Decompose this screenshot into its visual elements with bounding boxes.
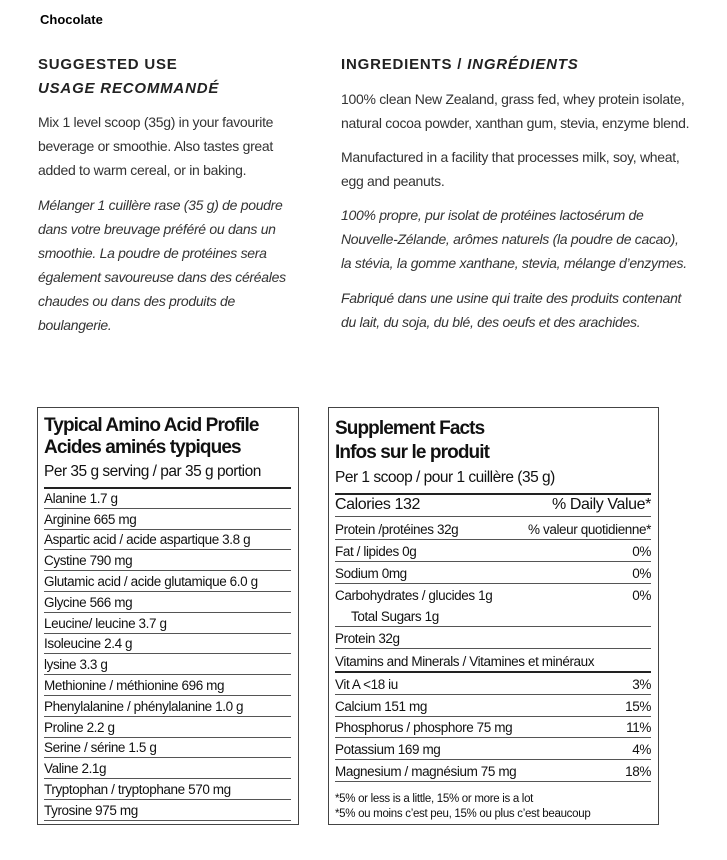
nutrient: Phosphorus / phosphore 75 mg — [335, 720, 513, 736]
footnote: *5% ou moins c’est peu, 15% ou plus c’es… — [335, 808, 591, 820]
amino-table: Typical Amino Acid Profile Acides aminés… — [37, 407, 299, 825]
ingredients-heading-en: INGREDIENTS / — [341, 56, 463, 73]
amino-row: Isoleucine 2.4 g — [44, 634, 291, 655]
supplement-row: Protein 32g — [335, 627, 651, 649]
daily-value: 0% — [632, 565, 651, 581]
supplement-row: Sodium 0mg 0% — [335, 562, 651, 584]
facility-text: Manufactured in a facility that processe… — [341, 149, 680, 189]
supplement-title: Supplement Facts — [335, 418, 485, 439]
nutrient: Carbohydrates / glucides 1g — [335, 588, 493, 604]
daily-value: 15% — [625, 698, 651, 714]
usage-heading: SUGGESTED USE — [38, 56, 178, 73]
amino-row: Serine / sérine 1.5 g — [44, 738, 291, 759]
amino-title: Typical Amino Acid Profile — [44, 415, 259, 436]
daily-value: 18% — [625, 763, 651, 779]
supplement-rows: Calories 132 % Daily Value* Protein /proté… — [335, 494, 651, 782]
supplement-row: Carbohydrates / glucides 1g 0% — [335, 584, 651, 606]
usage-text-fr: Mélanger 1 cuillère rase (35 g) de poudr… — [38, 197, 286, 333]
amino-row: Glutamic acid / acide glutamique 6.0 g — [44, 571, 291, 592]
footnotes: *5% or less is a little, 15% or more is … — [335, 792, 591, 822]
amino-serving: Per 35 g serving / par 35 g portion — [44, 463, 291, 489]
supplement-serving: Per 1 scoop / pour 1 cuillère (35 g) — [335, 469, 651, 495]
supplement-title-fr: Infos sur le produit — [335, 442, 490, 463]
amino-row: Leucine/ leucine 3.7 g — [44, 613, 291, 634]
supplement-row: Calcium 151 mg 15% — [335, 695, 651, 717]
amino-rows: Alanine 1.7 g Arginine 665 mg Aspartic aci… — [44, 488, 291, 821]
daily-value: % valeur quotidienne* — [528, 522, 651, 537]
facility-text-fr: Fabriqué dans une usine qui traite des p… — [341, 290, 682, 330]
amino-row: Arginine 665 mg — [44, 509, 291, 530]
amino-row: Glycine 566 mg — [44, 592, 291, 613]
daily-value: 4% — [632, 742, 651, 758]
daily-value: % Daily Value* — [551, 496, 651, 513]
daily-value: 11% — [626, 720, 651, 736]
nutrient: Vit A <18 iu — [335, 676, 398, 692]
supplement-row: Vitamins and Minerals / Vitamines et min… — [335, 649, 651, 673]
supplement-row: Total Sugars 1g — [335, 605, 651, 628]
supplement-row: Potassium 169 mg 4% — [335, 738, 651, 761]
nutrient: Total Sugars 1g — [351, 609, 439, 625]
nutrient: Protein /protéines 32g — [335, 522, 459, 537]
supplement-row: Phosphorus / phosphore 75 mg 11% — [335, 717, 651, 739]
supplement-table: Supplement Facts Infos sur le produit Pe… — [328, 407, 659, 825]
nutrient: Fat / lipides 0g — [335, 543, 417, 559]
usage-heading-fr: USAGE RECOMMANDÉ — [38, 80, 220, 97]
amino-row: Phenylalanine / phénylalanine 1.0 g — [44, 696, 291, 717]
amino-row: Proline 2.2 g — [44, 717, 291, 738]
nutrient: Calcium 151 mg — [335, 698, 427, 714]
supplement-row: Calories 132 % Daily Value* — [335, 494, 651, 517]
nutrient: Magnesium / magnésium 75 mg — [335, 763, 517, 779]
amino-row: Tyrosine 975 mg — [44, 800, 291, 821]
nutrient: Sodium 0mg — [335, 565, 407, 581]
amino-row: Valine 2.1g — [44, 758, 291, 780]
amino-row: Aspartic acid / acide aspartique 3.8 g — [44, 530, 291, 551]
nutrient: Vitamins and Minerals / Vitamines et min… — [335, 653, 595, 669]
ingredients-heading: INGREDIENTS / INGRÉDIENTS — [341, 56, 579, 73]
amino-row: Tryptophan / tryptophane 570 mg — [44, 779, 291, 800]
supplement-row: Vit A <18 iu 3% — [335, 673, 651, 695]
ingredients-text: 100% clean New Zealand, grass fed, whey … — [341, 91, 690, 131]
amino-row: lysine 3.3 g — [44, 654, 291, 676]
amino-row: Methionine / méthionine 696 mg — [44, 675, 291, 696]
supplement-row: Magnesium / magnésium 75 mg 18% — [335, 760, 651, 782]
usage-text: Mix 1 level scoop (35g) in your favourit… — [38, 114, 274, 178]
supplement-row: Fat / lipides 0g 0% — [335, 540, 651, 562]
supplement-row: Protein /protéines 32g % valeur quotidien… — [335, 517, 651, 540]
nutrient: Calories 132 — [335, 496, 421, 513]
nutrient: Protein 32g — [335, 630, 400, 646]
product-title: Chocolate — [40, 12, 103, 27]
daily-value: 3% — [632, 676, 651, 692]
daily-value: 0% — [632, 588, 651, 604]
amino-title-fr: Acides aminés typiques — [44, 437, 242, 458]
amino-row: Alanine 1.7 g — [44, 488, 291, 509]
ingredients-heading-fr: INGRÉDIENTS — [467, 56, 579, 73]
daily-value: 0% — [632, 543, 651, 559]
amino-row: Cystine 790 mg — [44, 550, 291, 572]
footnote: *5% or less is a little, 15% or more is … — [335, 793, 534, 805]
nutrient: Potassium 169 mg — [335, 742, 441, 758]
ingredients-text-fr: 100% propre, pur isolat de protéines lac… — [341, 207, 687, 271]
